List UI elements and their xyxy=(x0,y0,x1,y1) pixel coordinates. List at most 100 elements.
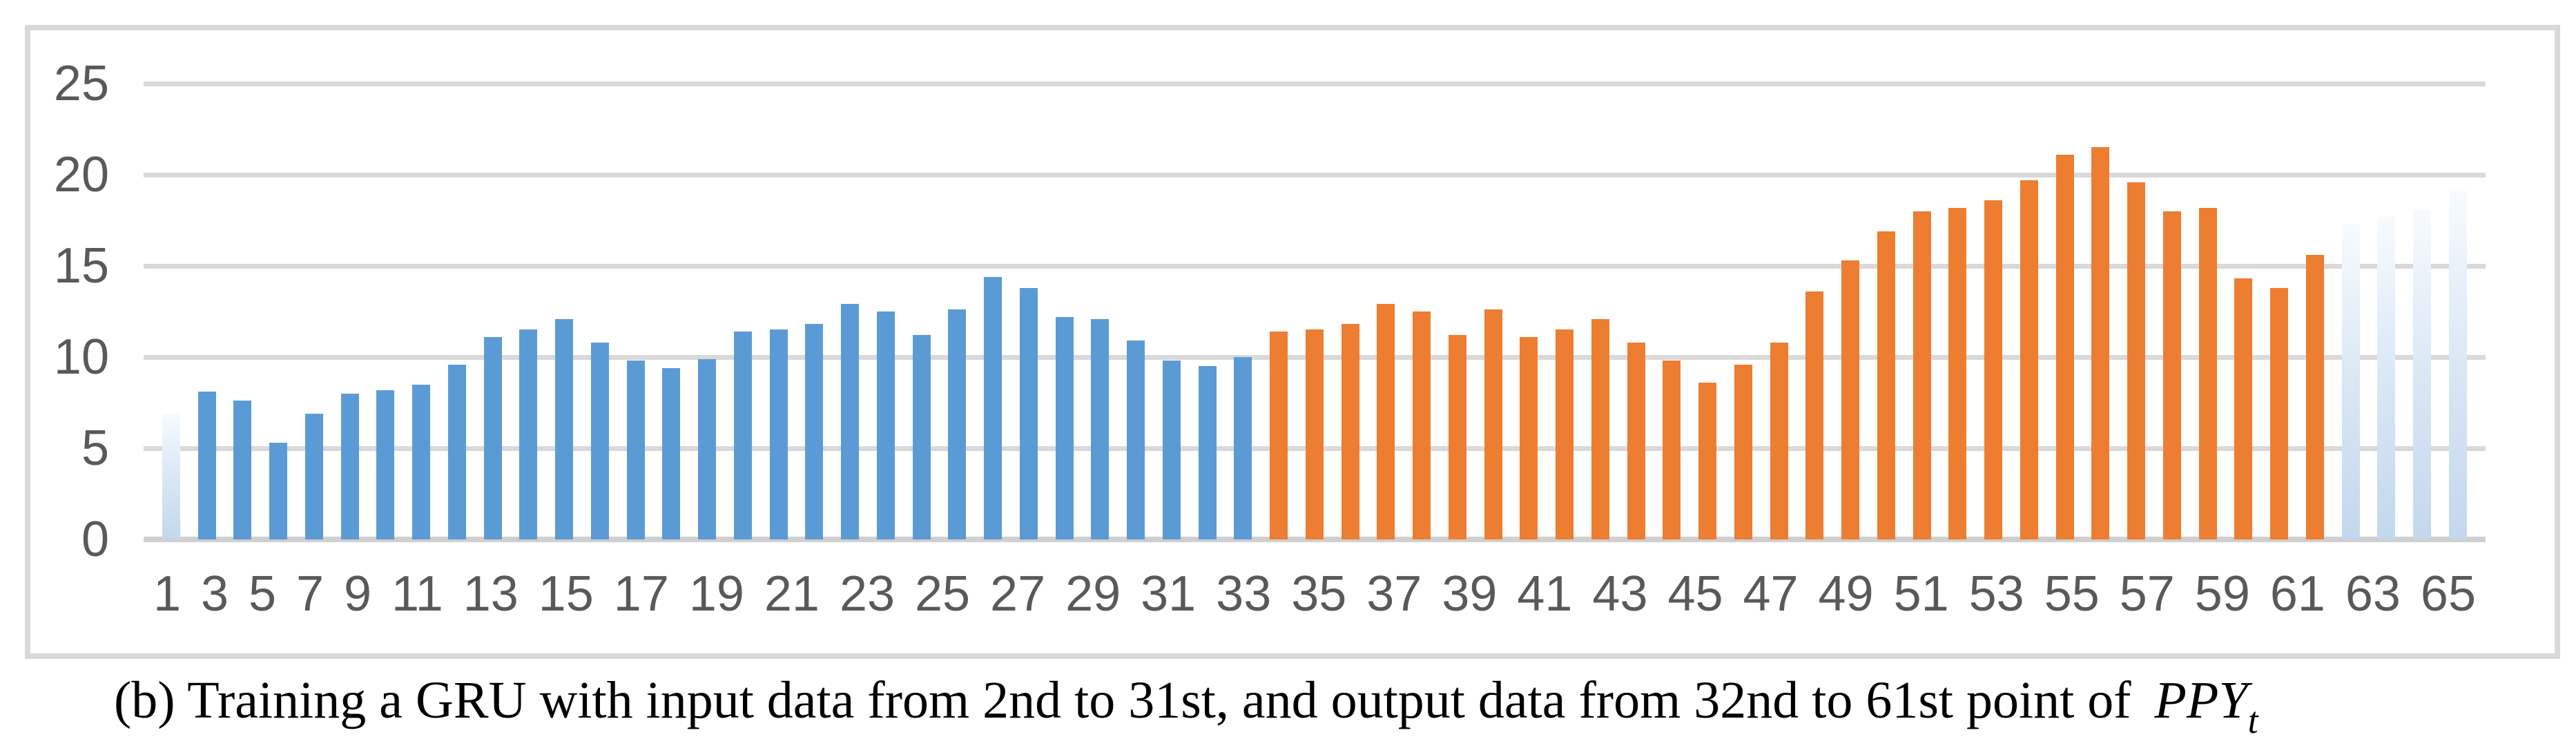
bar-slot-51 xyxy=(1940,84,1976,539)
bar-slot-44 xyxy=(1689,84,1725,539)
bar-slot-39 xyxy=(1511,84,1547,539)
x-tick-label-63: 63 xyxy=(2345,566,2401,622)
bar-slot-16 xyxy=(689,84,725,539)
x-tick-label-3: 3 xyxy=(201,566,229,622)
x-tick-label-24 xyxy=(895,563,915,625)
bar-slot-29 xyxy=(1154,84,1190,539)
bar-26 xyxy=(1055,316,1074,539)
bar-57 xyxy=(2162,211,2181,539)
bar-38 xyxy=(1484,309,1502,539)
bar-55 xyxy=(2091,147,2110,539)
bar-slot-59 xyxy=(2226,84,2262,539)
x-tick-label-32 xyxy=(1196,563,1216,625)
bar-slot-47 xyxy=(1797,84,1833,539)
x-tick-label-58 xyxy=(2175,563,2195,625)
x-tick-label-18 xyxy=(669,563,689,625)
bar-slot-58 xyxy=(2190,84,2226,539)
x-tick-label-20 xyxy=(744,563,764,625)
bar-slot-12 xyxy=(546,84,582,539)
bar-59 xyxy=(2234,278,2253,539)
caption-math-variable: PPY xyxy=(2154,671,2248,729)
bar-slot-8 xyxy=(403,84,439,539)
bar-9 xyxy=(447,364,466,539)
x-tick-label-17: 17 xyxy=(613,566,669,622)
bar-slot-28 xyxy=(1118,84,1154,539)
bar-18 xyxy=(769,329,788,539)
bar-slot-14 xyxy=(618,84,654,539)
bar-slot-30 xyxy=(1190,84,1226,539)
bar-slot-36 xyxy=(1404,84,1440,539)
bar-slot-37 xyxy=(1440,84,1475,539)
x-tick-label-7: 7 xyxy=(296,566,325,622)
bar-30 xyxy=(1198,366,1217,539)
x-tick-label-14 xyxy=(519,563,539,625)
bar-47 xyxy=(1805,291,1824,539)
bar-slot-62 xyxy=(2333,84,2369,539)
bar-slot-65 xyxy=(2440,84,2476,539)
x-tick-label-25: 25 xyxy=(914,566,971,622)
bar-53 xyxy=(2020,180,2038,539)
bar-slot-21 xyxy=(868,84,904,539)
x-tick-label-43: 43 xyxy=(1592,566,1648,622)
x-tick-label-56 xyxy=(2100,563,2120,625)
bar-slot-18 xyxy=(761,84,797,539)
bar-slot-63 xyxy=(2369,84,2405,539)
bar-7 xyxy=(376,390,395,539)
bar-slot-22 xyxy=(904,84,940,539)
bar-34 xyxy=(1341,324,1359,539)
caption-math-subscript: t xyxy=(2247,700,2258,741)
bar-15 xyxy=(662,367,681,539)
bar-13 xyxy=(590,342,609,539)
x-tick-label-16 xyxy=(594,563,614,625)
bar-slot-19 xyxy=(797,84,833,539)
bar-50 xyxy=(1912,211,1931,539)
x-tick-label-23: 23 xyxy=(839,566,895,622)
bar-slot-11 xyxy=(511,84,547,539)
x-tick-label-50 xyxy=(1874,563,1894,625)
bar-slot-43 xyxy=(1654,84,1690,539)
bar-slot-45 xyxy=(1725,84,1761,539)
x-tick-label-10 xyxy=(371,563,391,625)
y-tick-label-5: 5 xyxy=(81,421,109,476)
bar-10 xyxy=(483,336,502,539)
bar-48 xyxy=(1841,260,1860,539)
x-tick-label-38 xyxy=(1422,563,1442,625)
caption-text: (b) Training a GRU with input data from … xyxy=(114,671,2131,729)
x-tick-label-61: 61 xyxy=(2269,566,2325,622)
x-tick-label-60 xyxy=(2250,563,2270,625)
bar-slot-17 xyxy=(725,84,761,539)
bar-1 xyxy=(162,413,180,539)
x-tick-label-35: 35 xyxy=(1291,566,1347,622)
bar-slot-27 xyxy=(1083,84,1118,539)
bar-23 xyxy=(948,309,967,539)
x-tick-label-34 xyxy=(1271,563,1291,625)
x-tick-label-11: 11 xyxy=(391,566,443,622)
bar-slot-34 xyxy=(1333,84,1368,539)
bar-37 xyxy=(1448,335,1466,539)
bar-63 xyxy=(2377,216,2396,539)
bar-slot-53 xyxy=(2011,84,2047,539)
bar-62 xyxy=(2341,224,2360,539)
bar-slot-52 xyxy=(1975,84,2011,539)
bar-54 xyxy=(2055,154,2074,539)
x-tick-label-12 xyxy=(443,563,463,625)
bar-slot-46 xyxy=(1761,84,1797,539)
x-tick-label-59: 59 xyxy=(2194,566,2250,622)
bar-17 xyxy=(733,332,752,539)
x-tick-label-39: 39 xyxy=(1442,566,1498,622)
x-tick-label-40 xyxy=(1497,563,1517,625)
plot-area xyxy=(144,81,2486,542)
x-tick-label-44 xyxy=(1648,563,1668,625)
bar-14 xyxy=(626,361,645,539)
bar-16 xyxy=(698,358,717,539)
x-tick-label-5: 5 xyxy=(249,566,277,622)
bars-row xyxy=(144,84,2486,539)
x-tick-label-47: 47 xyxy=(1743,566,1799,622)
bar-slot-25 xyxy=(1011,84,1047,539)
x-tick-label-51: 51 xyxy=(1893,566,1949,622)
bar-65 xyxy=(2448,191,2467,539)
bar-64 xyxy=(2413,209,2432,539)
gridline-y-15 xyxy=(144,264,2486,269)
bar-32 xyxy=(1270,332,1288,539)
